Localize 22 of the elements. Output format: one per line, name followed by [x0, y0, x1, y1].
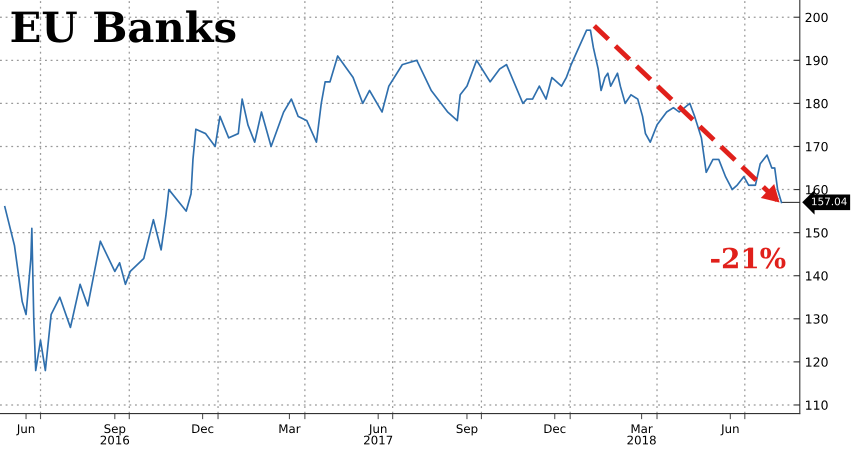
- x-tick-label: Mar 2018: [627, 424, 656, 445]
- y-tick-label: 190: [806, 56, 828, 66]
- y-tick-label: 140: [806, 271, 828, 281]
- y-tick-label: 180: [806, 98, 828, 108]
- y-tick-label: 160: [806, 185, 828, 194]
- y-tick-label: 120: [806, 357, 828, 367]
- y-tick-label: 170: [806, 142, 828, 152]
- chart-title: EU Banks: [12, 10, 236, 43]
- y-tick-label: 200: [806, 12, 828, 22]
- x-tick-label: Jun 2017: [364, 424, 392, 445]
- y-tick-label: 150: [806, 228, 828, 238]
- x-tick-label: Dec: [192, 424, 214, 434]
- y-tick-label: 110: [806, 400, 828, 410]
- x-tick-label: Sep 2016: [100, 424, 130, 445]
- x-tick-label: Mar: [279, 424, 301, 434]
- x-tick-label: Dec: [544, 424, 566, 434]
- x-tick-label: Jun: [720, 424, 739, 436]
- x-tick-label: Jun: [16, 424, 34, 436]
- annotation: -21%: [711, 248, 786, 269]
- x-tick-label: Sep: [456, 424, 478, 436]
- annotation: 157.04: [812, 197, 847, 206]
- y-tick-label: 130: [806, 314, 828, 324]
